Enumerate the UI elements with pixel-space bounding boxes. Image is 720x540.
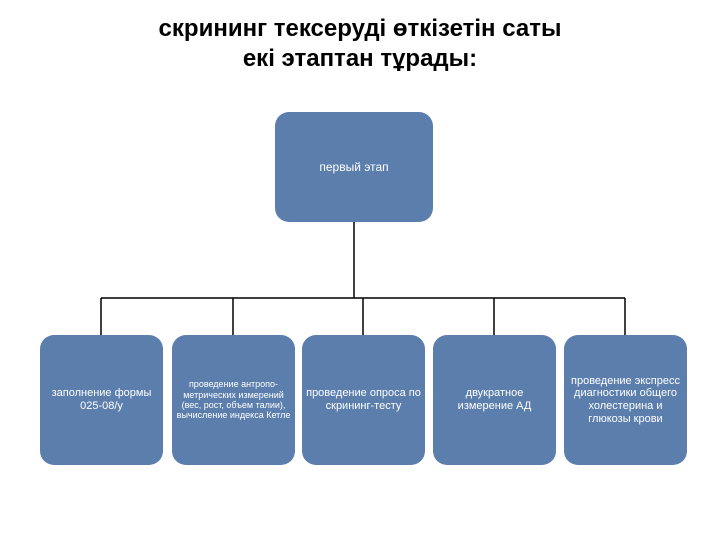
title-line-1: скрининг тексеруді өткізетін саты xyxy=(0,14,720,44)
child-node-2: проведение опроса по скрининг-тесту xyxy=(302,335,425,465)
page-title: скрининг тексеруді өткізетін саты екі эт… xyxy=(0,14,720,74)
child-node-label: проведение антропо-метрических измерений… xyxy=(176,379,291,420)
title-line-2: екі этаптан тұрады: xyxy=(0,44,720,74)
child-node-1: проведение антропо-метрических измерений… xyxy=(172,335,295,465)
diagram-page: { "title": { "line1": "скрининг тексеруд… xyxy=(0,0,720,540)
root-node: первый этап xyxy=(275,112,433,222)
child-node-label: проведение экспресс диагностики общего х… xyxy=(568,375,683,426)
child-node-label: двукратное измерение АД xyxy=(437,387,552,412)
child-node-label: заполнение формы 025-08/у xyxy=(44,387,159,412)
child-node-0: заполнение формы 025-08/у xyxy=(40,335,163,465)
root-node-label: первый этап xyxy=(319,160,388,174)
child-node-label: проведение опроса по скрининг-тесту xyxy=(306,387,421,412)
child-node-4: проведение экспресс диагностики общего х… xyxy=(564,335,687,465)
child-node-3: двукратное измерение АД xyxy=(433,335,556,465)
